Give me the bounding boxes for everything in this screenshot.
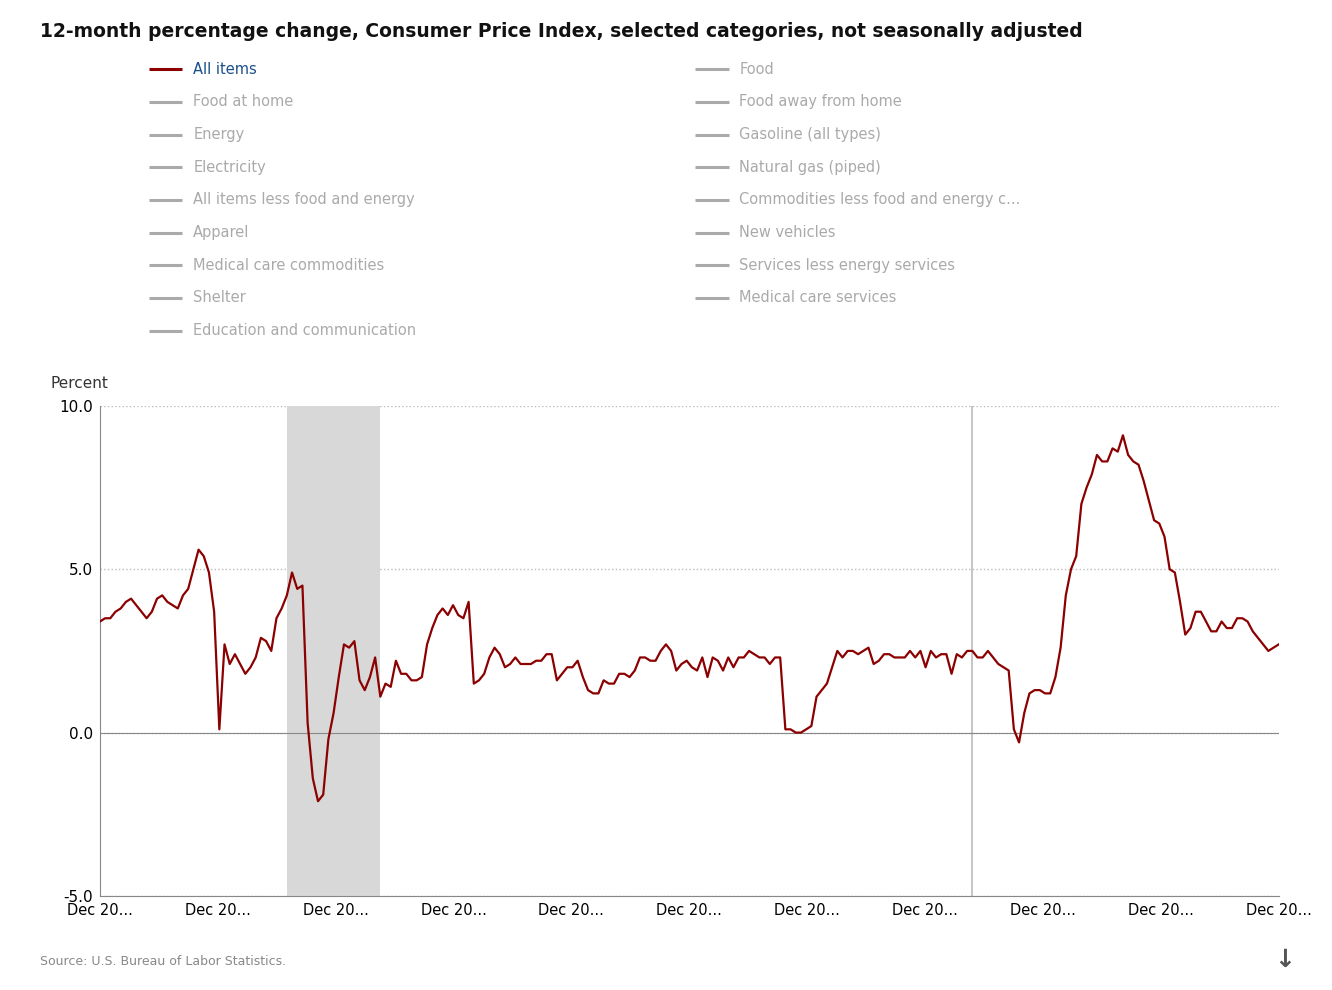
Text: New vehicles: New vehicles [739,225,835,241]
Text: ↓: ↓ [1273,948,1295,972]
Text: Percent: Percent [51,376,108,391]
Text: Natural gas (piped): Natural gas (piped) [739,159,880,175]
Text: Commodities less food and energy c...: Commodities less food and energy c... [739,192,1020,208]
Text: Source: U.S. Bureau of Labor Statistics.: Source: U.S. Bureau of Labor Statistics. [40,955,286,968]
Text: Food at home: Food at home [193,94,293,110]
Text: Gasoline (all types): Gasoline (all types) [739,127,882,143]
Text: Food: Food [739,61,774,77]
Text: Food away from home: Food away from home [739,94,902,110]
Text: All items less food and energy: All items less food and energy [193,192,414,208]
Bar [286,406,381,896]
Text: 12-month percentage change, Consumer Price Index, selected categories, not seaso: 12-month percentage change, Consumer Pri… [40,22,1083,41]
Text: Services less energy services: Services less energy services [739,257,955,273]
Text: Electricity: Electricity [193,159,266,175]
Text: Shelter: Shelter [193,290,246,306]
Text: All items: All items [193,61,257,77]
Text: Medical care commodities: Medical care commodities [193,257,385,273]
Text: Education and communication: Education and communication [193,323,417,339]
Text: Apparel: Apparel [193,225,249,241]
Text: Energy: Energy [193,127,244,143]
Text: Medical care services: Medical care services [739,290,896,306]
